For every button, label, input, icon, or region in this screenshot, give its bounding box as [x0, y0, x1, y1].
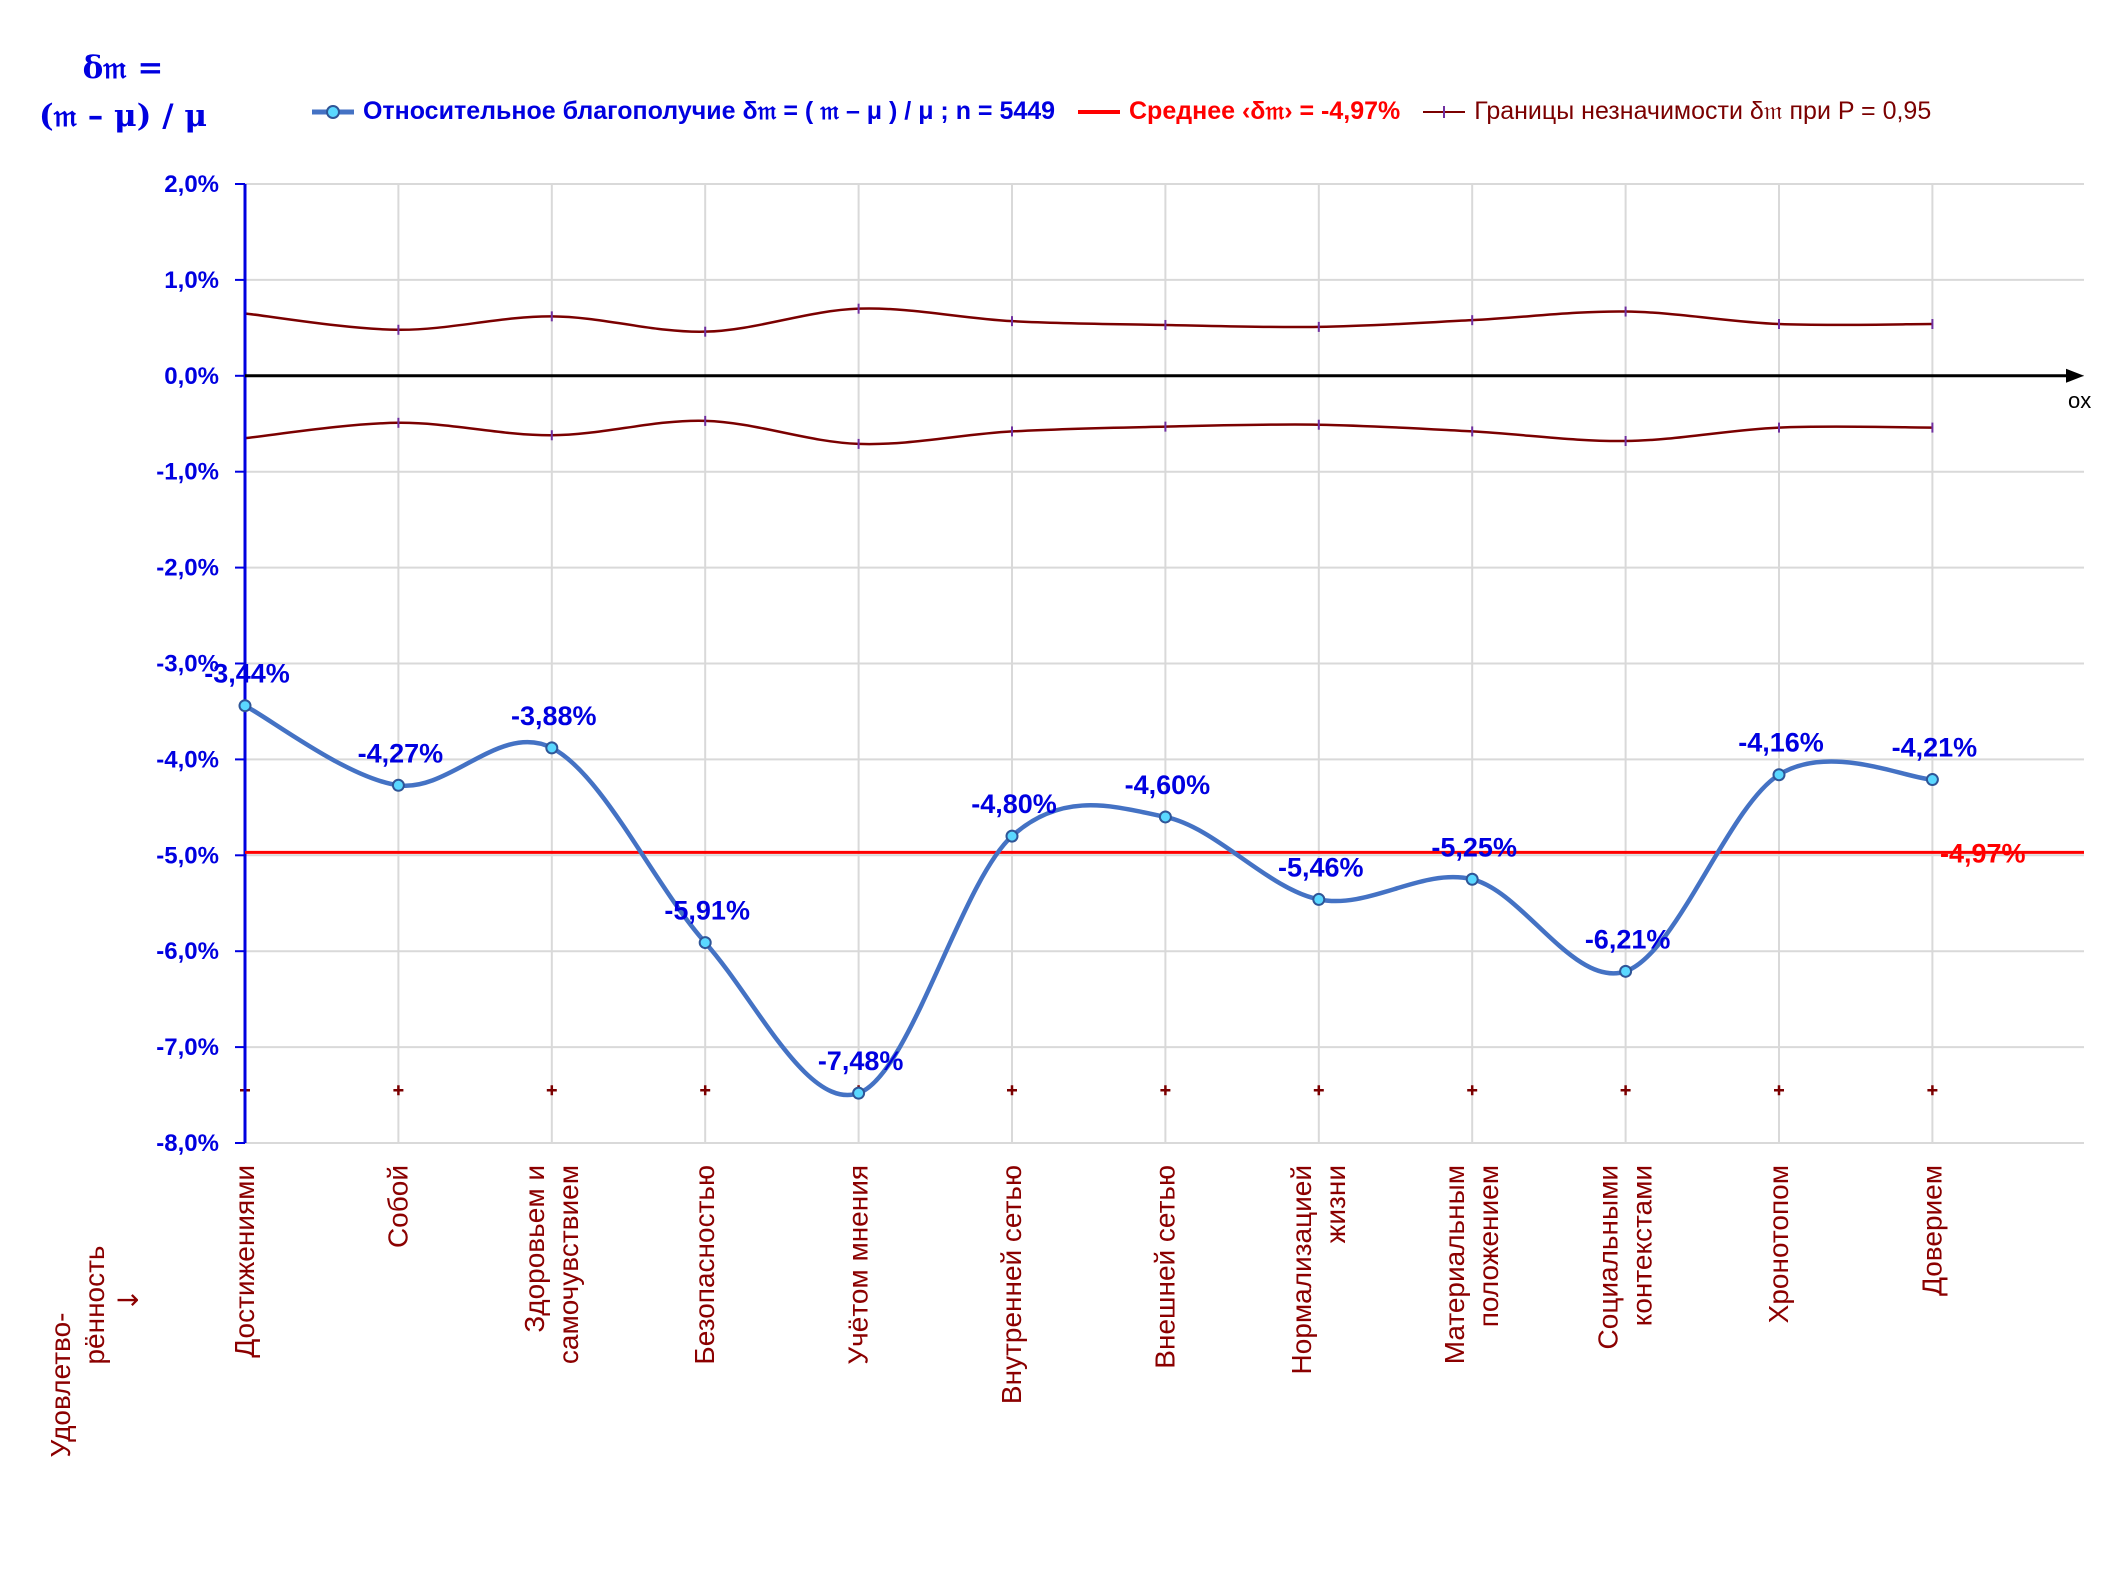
y-tick-label: 0,0%	[164, 363, 219, 390]
y-tick-label: -2,0%	[156, 555, 219, 582]
data-label: -7,48%	[818, 1046, 904, 1076]
legend-mean-icon	[1078, 110, 1121, 115]
legend-bounds-label: Границы незначимости δ𝔪 при P = 0,95	[1474, 96, 1932, 125]
category-label: Учётом мнения	[843, 1165, 874, 1365]
data-point	[1158, 810, 1172, 824]
category-label: Здоровьем и	[519, 1165, 550, 1333]
legend: Относительное благополучие δ𝔪 = ( 𝔪 – μ …	[310, 96, 1945, 126]
category-label: Хронотопом	[1763, 1165, 1794, 1323]
data-point	[1925, 773, 1939, 787]
legend-main-label: Относительное благополучие δ𝔪 = ( 𝔪 – μ …	[362, 96, 1056, 125]
category-label: самочувствием	[553, 1165, 584, 1364]
mean-value-label: -4,97%	[1940, 838, 2026, 868]
category-label: Нормализацией	[1286, 1165, 1317, 1374]
data-point	[698, 936, 712, 950]
data-labels: -3,44% -4,27% -3,88% -5,91% -7,48% -4,80% -4,6…	[204, 659, 1977, 1076]
data-point	[545, 741, 559, 755]
category-label: Доверием	[1916, 1165, 1947, 1296]
category-label: жизни	[1320, 1165, 1351, 1243]
data-point	[391, 778, 405, 792]
category-label: Социальными	[1593, 1165, 1624, 1349]
side-label-arrow-icon: ↓	[112, 1288, 145, 1311]
data-label: -4,21%	[1892, 733, 1978, 763]
data-point	[1005, 829, 1019, 843]
data-label: -3,88%	[511, 701, 597, 731]
legend-bounds-icon	[1423, 106, 1466, 119]
category-label: Внутренней сетью	[996, 1165, 1027, 1404]
category-labels: Достижениями Собой Здоровьем и самочувствие…	[45, 1165, 1947, 1458]
data-point	[1619, 964, 1633, 978]
lower-bound-line	[244, 419, 1933, 446]
data-label: -6,21%	[1585, 924, 1671, 954]
category-label: Материальным	[1439, 1165, 1470, 1364]
y-tick-label: -4,0%	[156, 746, 219, 773]
upper-bound-line	[244, 307, 1933, 333]
data-label: -5,46%	[1278, 852, 1364, 882]
category-label: Безопасностью	[689, 1165, 720, 1365]
x-axis-arrow	[2066, 368, 2084, 383]
legend-main-icon	[312, 105, 354, 120]
legend-item-mean: Среднее ‹δ𝔪› = -4,97%	[1076, 97, 1400, 126]
data-point	[1465, 872, 1479, 886]
data-point	[238, 699, 252, 713]
legend-item-main: Относительное благополучие δ𝔪 = ( 𝔪 – μ …	[310, 97, 1055, 126]
y-axis-title-line1: δ𝔪 =	[82, 50, 164, 86]
main-series	[238, 699, 1939, 1100]
category-label: Собой	[382, 1165, 413, 1248]
data-point	[1772, 768, 1786, 782]
y-axis-title-line2: (𝔪 – μ) / μ	[38, 98, 208, 134]
axes: 2,0% 1,0% 0,0% -1,0% -2,0% -3,0% -4,0% -5,0% -6,…	[156, 171, 2091, 1157]
y-tick-label: -1,0%	[156, 459, 219, 486]
data-label: -3,44%	[204, 659, 290, 689]
y-tick-label: 1,0%	[164, 267, 219, 294]
category-label: Достижениями	[229, 1165, 260, 1358]
y-tick-label: 2,0%	[164, 171, 219, 198]
data-label: -5,25%	[1431, 832, 1517, 862]
data-point	[852, 1086, 866, 1100]
legend-mean-label: Среднее ‹δ𝔪› = -4,97%	[1129, 96, 1401, 125]
y-tick-label: -7,0%	[156, 1034, 219, 1061]
data-label: -4,16%	[1738, 728, 1824, 758]
side-label-line2: рённость	[79, 1245, 110, 1364]
category-label: положением	[1473, 1165, 1504, 1327]
mean-line-group: -4,97%	[245, 838, 2084, 868]
y-tick-label: -5,0%	[156, 842, 219, 869]
x-axis-name: ox	[2068, 388, 2091, 413]
significance-bounds	[240, 303, 1938, 1096]
data-label: -4,27%	[358, 738, 444, 768]
category-label: контекстами	[1627, 1165, 1658, 1326]
data-point	[1312, 892, 1326, 906]
legend-item-bounds: Границы незначимости δ𝔪 при P = 0,95	[1421, 97, 1931, 126]
y-tick-label: -6,0%	[156, 938, 219, 965]
y-tick-label: -3,0%	[156, 651, 219, 678]
data-label: -4,60%	[1125, 770, 1211, 800]
data-label: -5,91%	[664, 896, 750, 926]
data-label: -4,80%	[971, 789, 1057, 819]
main-series-line	[243, 703, 1933, 1098]
side-label-line1: Удовлетво-	[45, 1312, 76, 1457]
category-label: Внешней сетью	[1149, 1165, 1180, 1369]
y-tick-label: -8,0%	[156, 1130, 219, 1157]
